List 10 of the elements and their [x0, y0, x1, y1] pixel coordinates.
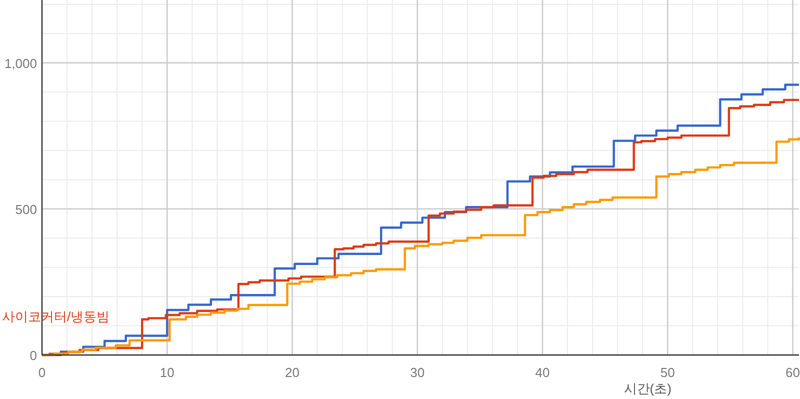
- y-tick-label: 0: [30, 348, 37, 363]
- x-tick-label: 20: [285, 365, 300, 380]
- x-tick-label: 50: [660, 365, 675, 380]
- x-tick-label: 30: [410, 365, 425, 380]
- x-tick-label: 60: [786, 365, 800, 380]
- y-tick-label: 1,000: [4, 56, 37, 71]
- x-tick-label: 40: [535, 365, 550, 380]
- x-tick-label: 10: [160, 365, 174, 380]
- y-tick-label: 500: [15, 202, 37, 217]
- x-axis-title: 시간(초): [624, 381, 672, 396]
